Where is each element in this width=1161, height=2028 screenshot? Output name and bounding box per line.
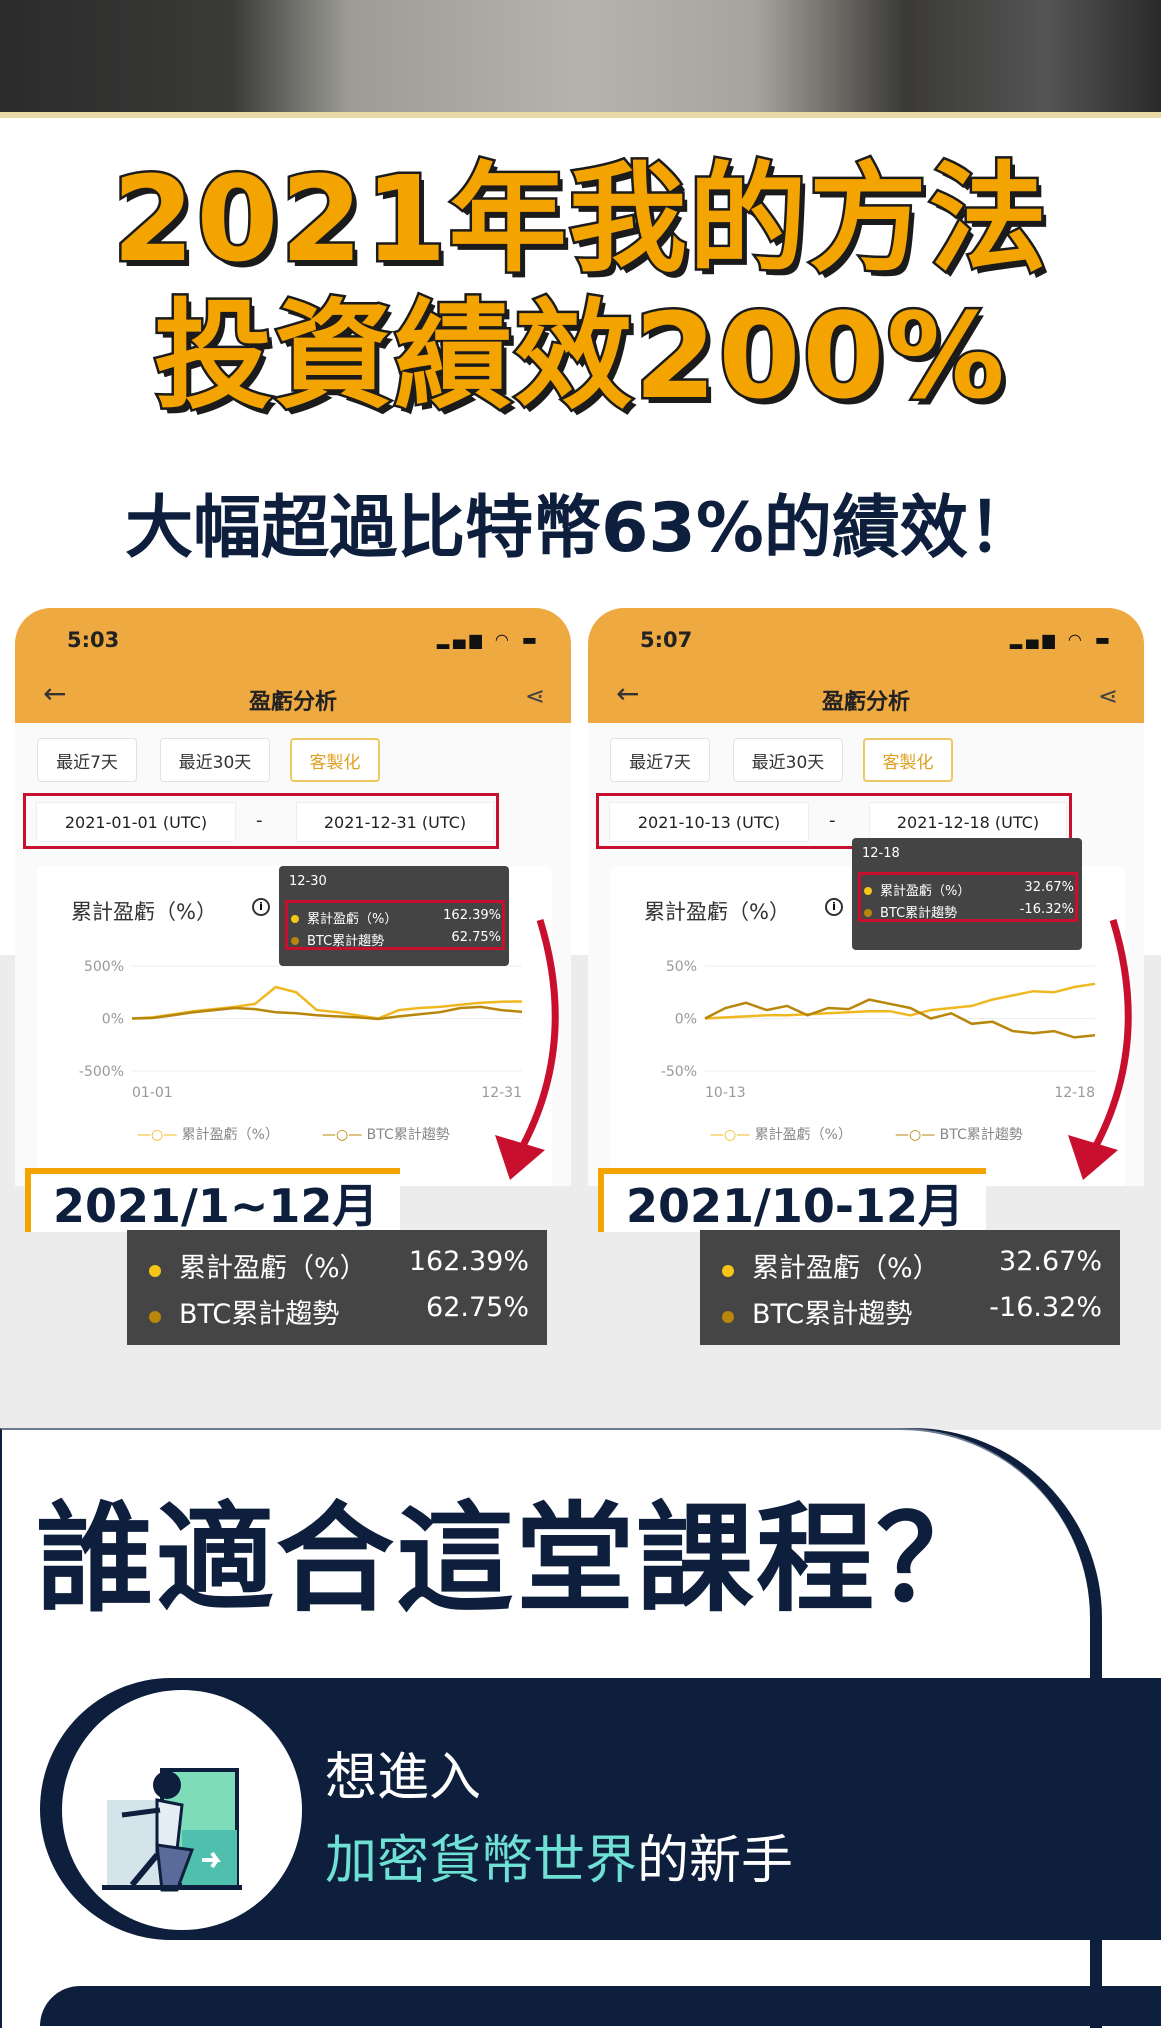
tooltip-date: 12-18 (862, 846, 900, 861)
item-line1: 想進入 (325, 1748, 482, 1808)
y-tick-label: -500% (79, 1064, 124, 1080)
headline-line2: 投資績效200% (152, 287, 1008, 425)
back-arrow-icon[interactable]: ← (616, 677, 640, 710)
tooltip-highlight (858, 872, 1078, 922)
phone-screenshot: 5:07 ▂▄▆ ◠ ▬ ← 盈虧分析 ⋖ 最近7天 最近30天 客製化 202… (588, 608, 1144, 1186)
date-range-highlight: 2021-10-13 (UTC) - 2021-12-18 (UTC) (596, 793, 1072, 849)
y-tick-label: -50% (661, 1064, 697, 1080)
audience-item-next (40, 1986, 1161, 2026)
share-icon[interactable]: ⋖ (524, 682, 545, 710)
y-tick-label: 0% (675, 1012, 697, 1028)
subtitle: 大幅超過比特幣63%的績效！ (125, 489, 1036, 568)
section-heading: 誰適合這堂課程？ (36, 1490, 997, 1628)
headline-line1: 2021年我的方法 (110, 150, 1049, 288)
series-line (131, 1005, 523, 1021)
x-tick-label: 12-18 (1054, 1085, 1095, 1101)
y-tick-label: 50% (666, 959, 697, 975)
chart-tooltip: 12-18 累計盈虧（%） 32.67% BTC累計趨勢 -16.32% (852, 838, 1082, 950)
info-icon[interactable]: i (825, 898, 843, 916)
signal-wifi-battery-icon: ▂▄▆ ◠ ▬ (1009, 630, 1114, 649)
date-separator: - (256, 810, 263, 831)
item-highlight: 加密貨幣世界 (325, 1831, 638, 1891)
door-runner-icon (102, 1768, 242, 1892)
screen-title: 盈虧分析 (821, 690, 910, 715)
magnified-row-btc: BTC累計趨勢 -16.32% (722, 1292, 1102, 1331)
back-arrow-icon[interactable]: ← (43, 677, 67, 710)
tooltip-row-btc: BTC累計趨勢 -16.32% (864, 902, 1074, 921)
chart-svg: 50% 0% -50% 10-13 12-18 (661, 959, 1096, 1101)
tooltip-row-btc: BTC累計趨勢 62.75% (291, 930, 501, 949)
tab-7-days[interactable]: 最近7天 (37, 738, 137, 782)
y-tick-label: 500% (84, 959, 124, 975)
date-from-input[interactable]: 2021-10-13 (UTC) (609, 802, 809, 842)
divider (0, 112, 1161, 118)
x-tick-label: 12-31 (481, 1085, 522, 1101)
app-header (15, 608, 571, 723)
app-header (588, 608, 1144, 723)
legend-btc: —○— BTC累計趨勢 (895, 1127, 1023, 1143)
tab-30-days[interactable]: 最近30天 (160, 738, 270, 782)
tooltip-row-strategy: 累計盈虧（%） 162.39% (291, 908, 501, 927)
tab-30-days[interactable]: 最近30天 (733, 738, 843, 782)
share-icon[interactable]: ⋖ (1097, 682, 1118, 710)
date-to-input[interactable]: 2021-12-18 (UTC) (869, 802, 1067, 842)
tooltip-highlight (285, 900, 505, 950)
legend-btc: —○— BTC累計趨勢 (322, 1127, 450, 1143)
chart-title: 累計盈虧（%） (71, 900, 217, 924)
legend-strategy: —○— 累計盈虧（%） (710, 1127, 852, 1143)
tab-custom[interactable]: 客製化 (290, 738, 380, 782)
tab-custom[interactable]: 客製化 (863, 738, 953, 782)
chart-title: 累計盈虧（%） (644, 900, 790, 924)
period-label: 2021/1~12月 (25, 1168, 401, 1232)
magnified-row-strategy: 累計盈虧（%） 32.67% (722, 1246, 1102, 1285)
chart-tooltip: 12-30 累計盈虧（%） 162.39% BTC累計趨勢 62.75% (279, 866, 509, 966)
item-rest: 的新手 (637, 1831, 794, 1891)
screen-title: 盈虧分析 (248, 690, 337, 715)
magnified-row-strategy: 累計盈虧（%） 162.39% (149, 1246, 529, 1285)
status-time: 5:03 (67, 628, 120, 652)
info-icon[interactable]: i (252, 898, 270, 916)
hero-photo (0, 0, 1161, 115)
x-tick-label: 10-13 (705, 1085, 746, 1101)
period-label: 2021/10-12月 (598, 1168, 986, 1232)
x-tick-label: 01-01 (132, 1085, 173, 1101)
date-to-input[interactable]: 2021-12-31 (UTC) (296, 802, 494, 842)
legend-strategy: —○— 累計盈虧（%） (137, 1127, 279, 1143)
series-line (704, 998, 1096, 1039)
y-tick-label: 0% (102, 1012, 124, 1028)
date-range-highlight: 2021-01-01 (UTC) - 2021-12-31 (UTC) (23, 793, 499, 849)
tooltip-magnified: 累計盈虧（%） 32.67% BTC累計趨勢 -16.32% (700, 1230, 1120, 1345)
newbie-illustration (62, 1690, 302, 1930)
magnified-row-btc: BTC累計趨勢 62.75% (149, 1292, 529, 1331)
series-line (704, 982, 1096, 1020)
tab-7-days[interactable]: 最近7天 (610, 738, 710, 782)
chart-svg: 500% 0% -500% 01-01 12-31 (79, 959, 523, 1101)
phone-screenshot: 5:03 ▂▄▆ ◠ ▬ ← 盈虧分析 ⋖ 最近7天 最近30天 客製化 202… (15, 608, 571, 1186)
tooltip-magnified: 累計盈虧（%） 162.39% BTC累計趨勢 62.75% (127, 1230, 547, 1345)
tooltip-date: 12-30 (289, 874, 327, 889)
signal-wifi-battery-icon: ▂▄▆ ◠ ▬ (436, 630, 541, 649)
tooltip-row-strategy: 累計盈虧（%） 32.67% (864, 880, 1074, 899)
status-time: 5:07 (640, 628, 693, 652)
item-line2: 加密貨幣世界的新手 (325, 1818, 793, 1893)
date-separator: - (829, 810, 836, 831)
date-from-input[interactable]: 2021-01-01 (UTC) (36, 802, 236, 842)
